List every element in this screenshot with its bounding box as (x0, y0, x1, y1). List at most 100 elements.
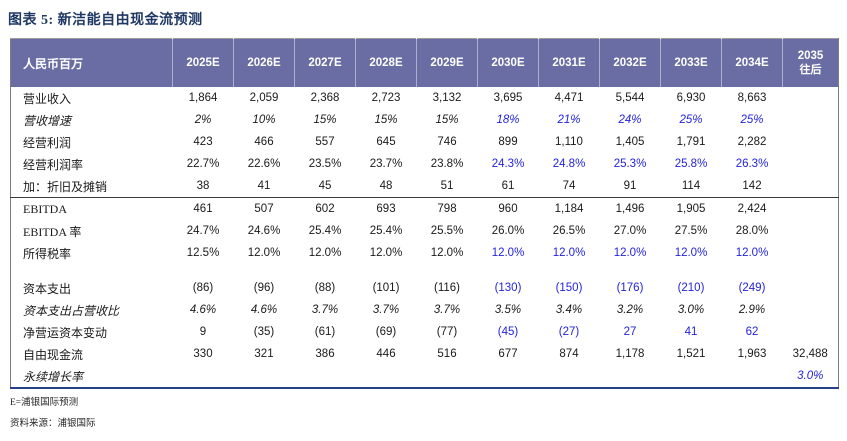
table-cell: 25.4% (308, 225, 342, 237)
row-label: 经营利润率 (23, 157, 84, 172)
table-cell: 10% (252, 114, 276, 126)
table-cell: 26.0% (491, 225, 525, 237)
table-cell: 27 (623, 326, 637, 338)
table-cell: 3.7% (372, 304, 400, 316)
table-cell: 3.5% (494, 304, 522, 316)
table-row: 净营运资本变动 9 (35) (61) (69) (77) (45) (27) 27 41 62 (11, 321, 839, 343)
estimate-note: E=浦银国际预测 (10, 398, 79, 408)
table-cell: 874 (559, 348, 579, 360)
table-cell (783, 109, 839, 131)
table-cell: 142 (742, 180, 762, 192)
table-cell: 645 (376, 136, 396, 148)
figure-title: 图表 5: 新洁能自由现金流预测 (8, 13, 203, 28)
table-cell (356, 365, 417, 388)
table-cell (539, 365, 600, 388)
table-cell: 1,791 (676, 136, 706, 148)
row-label: 经营利润 (23, 135, 72, 150)
table-cell (783, 131, 839, 153)
table-cell: (69) (375, 326, 397, 338)
table-cell: 3.7% (311, 304, 339, 316)
year-column-header: 2030E (477, 38, 539, 87)
table-cell (783, 299, 839, 321)
table-cell: 25% (740, 114, 764, 126)
table-cell: 746 (437, 136, 457, 148)
table-cell: 386 (315, 348, 335, 360)
table-cell: 1,864 (188, 92, 218, 104)
table-row: 所得税率 12.5% 12.0% 12.0% 12.0% 12.0% 12.0% 12.0% 1… (11, 242, 839, 264)
row-label: 营收增速 (23, 113, 72, 128)
table-cell (783, 87, 839, 109)
table-cell: 74 (562, 180, 576, 192)
table-cell: 24.7% (186, 225, 220, 237)
table-cell: 5,544 (615, 92, 645, 104)
table-cell: 3.2% (616, 304, 644, 316)
table-row: 资本支出 (86) (96) (88) (101) (116) (130) (150) (176… (11, 277, 839, 299)
table-cell: 3,695 (493, 92, 523, 104)
table-row: 永续增长率 3.0% (11, 365, 839, 388)
table-cell (417, 365, 478, 388)
table-cell: 693 (355, 197, 417, 220)
table-cell: 12.0% (735, 247, 769, 259)
table-cell: 3.7% (433, 304, 461, 316)
table-cell: (86) (192, 282, 214, 294)
table-cell: 41 (684, 326, 698, 338)
table-cell: 26.5% (552, 225, 586, 237)
table-cell: (101) (372, 282, 400, 294)
table-row: 加：折旧及摊销 38 41 45 48 51 61 74 91 114 142 (11, 175, 839, 198)
table-cell: 4.6% (250, 304, 278, 316)
table-cell (783, 242, 839, 264)
table-cell: 1,496 (599, 197, 661, 220)
table-cell: 798 (416, 197, 478, 220)
table-container: 人民币百万 2025E 2026E 2027E 2028E 2029E 2030E 2031E… (10, 38, 839, 389)
table-cell: 3,132 (432, 92, 462, 104)
table-cell (234, 365, 295, 388)
table-cell: 24.6% (247, 225, 281, 237)
table-cell: 15% (374, 114, 398, 126)
table-cell: 25.3% (613, 158, 647, 170)
source-note: 资料来源：浦银国际 (10, 419, 96, 429)
table-cell: 15% (435, 114, 459, 126)
row-label: 净营运资本变动 (23, 325, 108, 340)
table-cell: 45 (318, 180, 332, 192)
table-cell: 12.0% (430, 247, 464, 259)
footnotes: E=浦银国际预测 资料来源：浦银国际 (10, 394, 847, 429)
table-cell: 899 (498, 136, 518, 148)
year-column-header: 2029E (416, 38, 478, 87)
table-cell: 15% (313, 114, 337, 126)
table-cell: 423 (193, 136, 213, 148)
table-cell: 91 (623, 180, 637, 192)
year-column-header: 2034E (721, 38, 783, 87)
table-cell: 23.5% (308, 158, 342, 170)
table-cell: 41 (257, 180, 271, 192)
year-column-header: 2028E (355, 38, 417, 87)
row-label: 资本支出占营收比 (23, 303, 120, 318)
table-cell: 24.8% (552, 158, 586, 170)
table-cell: 9 (199, 326, 207, 338)
table-cell: (35) (253, 326, 275, 338)
table-cell: 25.8% (674, 158, 708, 170)
row-label: 永续增长率 (23, 369, 84, 384)
table-cell: 12.0% (491, 247, 525, 259)
table-cell: (61) (314, 326, 336, 338)
table-cell: (116) (434, 282, 460, 294)
table-cell: 2,282 (737, 136, 767, 148)
table-cell: (130) (494, 282, 522, 294)
table-cell (661, 365, 722, 388)
table-cell: 12.5% (186, 247, 220, 259)
table-cell: 446 (376, 348, 396, 360)
table-cell: 1,178 (615, 348, 645, 360)
table-cell: (96) (253, 282, 275, 294)
table-row: 经营利润 423 466 557 645 746 899 1,110 1,405 1,791 2,2… (11, 131, 839, 153)
table-cell: 602 (294, 197, 356, 220)
table-cell: 27.5% (674, 225, 708, 237)
table-cell: 12.0% (308, 247, 342, 259)
table-row: 经营利润率 22.7% 22.6% 23.5% 23.7% 23.8% 24.3% 24.8%… (11, 153, 839, 175)
table-cell (783, 321, 839, 343)
table-header-row: 人民币百万 2025E 2026E 2027E 2028E 2029E 2030E 2031E… (10, 38, 839, 87)
table-cell (478, 365, 539, 388)
table-cell (783, 220, 839, 242)
table-cell: 4,471 (554, 92, 584, 104)
row-label: 所得税率 (23, 246, 72, 261)
table-cell: 21% (557, 114, 581, 126)
table-cell: 12.0% (552, 247, 586, 259)
